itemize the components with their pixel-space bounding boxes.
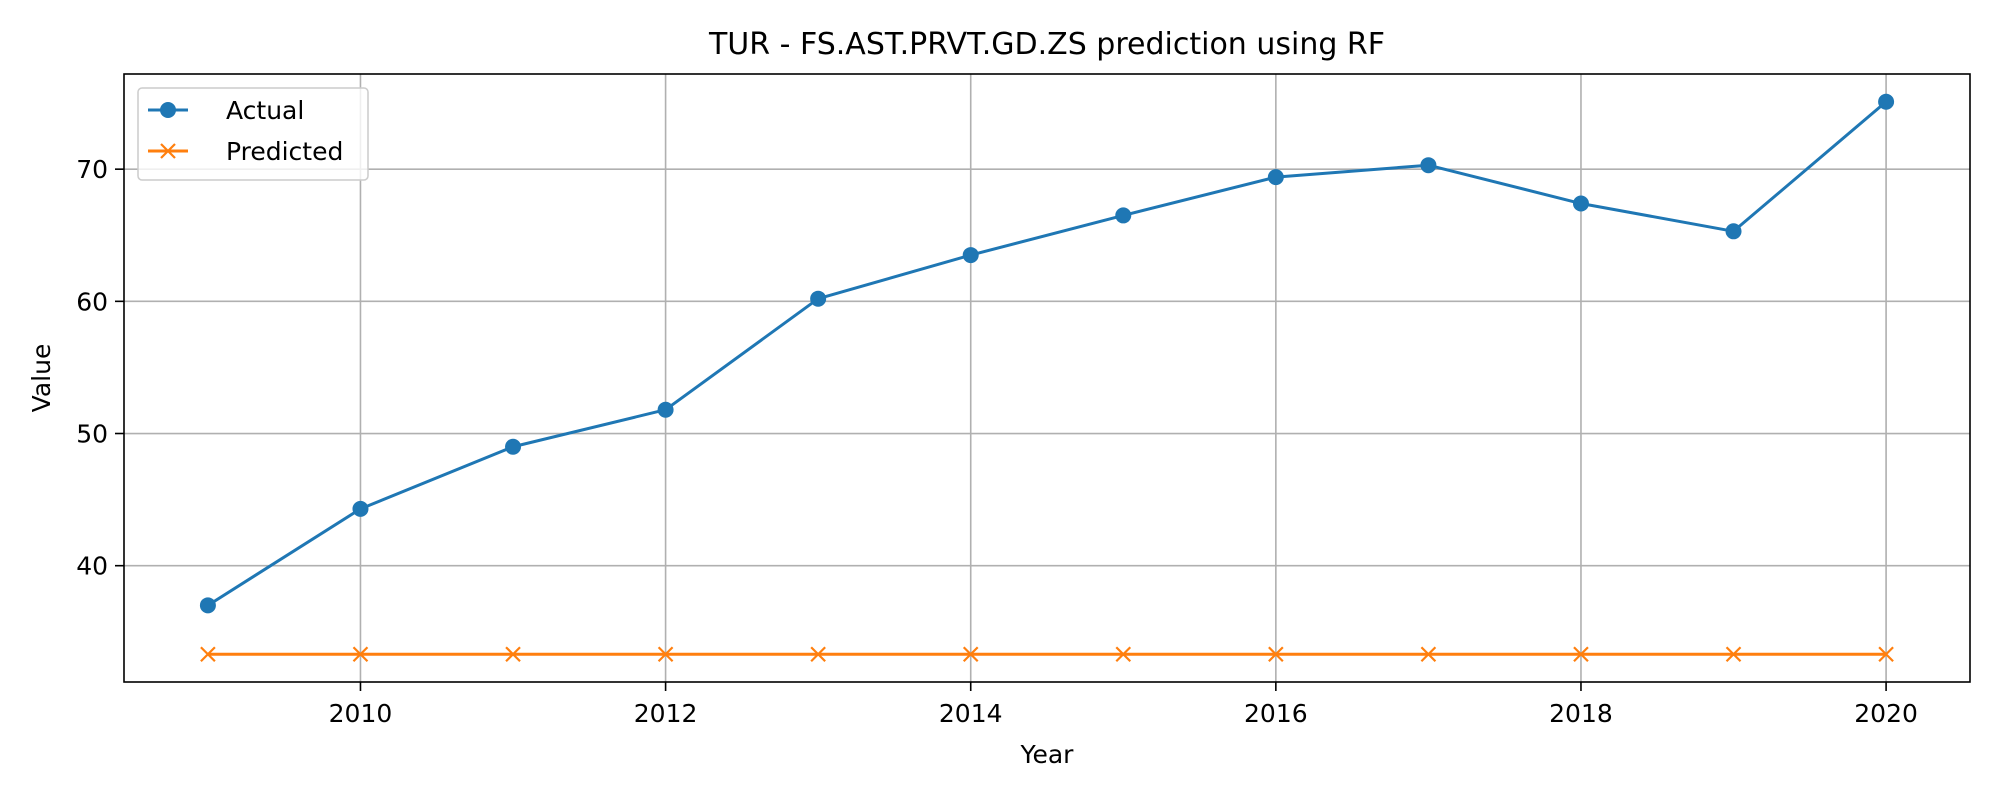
y-tick-label: 50 — [76, 420, 108, 449]
predicted-point — [1420, 646, 1437, 663]
predicted-point-stroke — [200, 646, 216, 663]
predicted-point-stroke — [1115, 646, 1132, 663]
series-predicted — [200, 646, 1894, 663]
actual-point — [962, 247, 979, 264]
predicted-point-stroke — [657, 646, 674, 663]
series-layer — [199, 93, 1895, 663]
x-tick-label: 2010 — [329, 699, 393, 728]
actual-point — [1572, 195, 1589, 212]
actual-point — [1115, 207, 1132, 224]
legend-actual-marker — [160, 102, 176, 118]
x-tick-label: 2012 — [634, 699, 698, 728]
legend-box — [137, 87, 369, 181]
plot-frame — [123, 73, 1971, 683]
actual-line — [207, 100, 1888, 607]
actual-point — [505, 438, 522, 455]
predicted-point — [657, 646, 674, 663]
chart-title: TUR - FS.AST.PRVT.GD.ZS prediction using… — [708, 27, 1385, 62]
legend: Actual Predicted — [137, 87, 369, 181]
actual-point — [199, 597, 216, 614]
actual-point — [1878, 93, 1895, 110]
actual-point — [352, 500, 369, 517]
actual-point — [1420, 157, 1437, 174]
x-tick-label: 2018 — [1549, 699, 1613, 728]
x-tick-label: 2014 — [939, 699, 1003, 728]
legend-predicted-label: Predicted — [226, 137, 343, 166]
y-axis-label: Value — [27, 344, 56, 413]
predicted-point-stroke — [352, 646, 369, 663]
legend-predicted-marker-stroke — [160, 143, 176, 159]
actual-point — [657, 401, 674, 418]
predicted-point — [1878, 646, 1894, 663]
x-axis-label: Year — [1020, 740, 1075, 769]
y-tick-label: 70 — [76, 155, 108, 184]
series-actual — [199, 93, 1895, 614]
predicted-point-stroke — [1725, 646, 1742, 663]
grid — [124, 74, 1970, 682]
axis-ticks: 2010 2012 2014 2016 2018 2020 40 50 60 70 — [76, 155, 1918, 728]
x-tick-label: 2020 — [1854, 699, 1918, 728]
predicted-point-stroke — [1878, 646, 1894, 663]
predicted-point-stroke — [1268, 646, 1284, 663]
legend-actual-label: Actual — [226, 96, 304, 125]
actual-point — [1725, 223, 1742, 240]
predicted-point — [1725, 646, 1742, 663]
predicted-point-stroke — [962, 646, 979, 663]
y-tick-label: 40 — [76, 552, 108, 581]
predicted-point — [810, 646, 826, 663]
predicted-point — [1573, 646, 1589, 663]
predicted-point — [505, 646, 521, 663]
predicted-point-stroke — [1573, 646, 1589, 663]
predicted-point — [962, 646, 979, 663]
legend-predicted-marker — [160, 143, 176, 159]
actual-point — [1267, 169, 1284, 186]
y-tick-label: 60 — [76, 287, 108, 316]
x-tick-label: 2016 — [1244, 699, 1308, 728]
predicted-point — [1268, 646, 1284, 663]
predicted-point-stroke — [810, 646, 826, 663]
actual-point — [810, 290, 827, 307]
predicted-point — [1115, 646, 1132, 663]
predicted-point — [200, 646, 216, 663]
predicted-point — [352, 646, 369, 663]
predicted-point-stroke — [505, 646, 521, 663]
predicted-point-stroke — [1420, 646, 1437, 663]
